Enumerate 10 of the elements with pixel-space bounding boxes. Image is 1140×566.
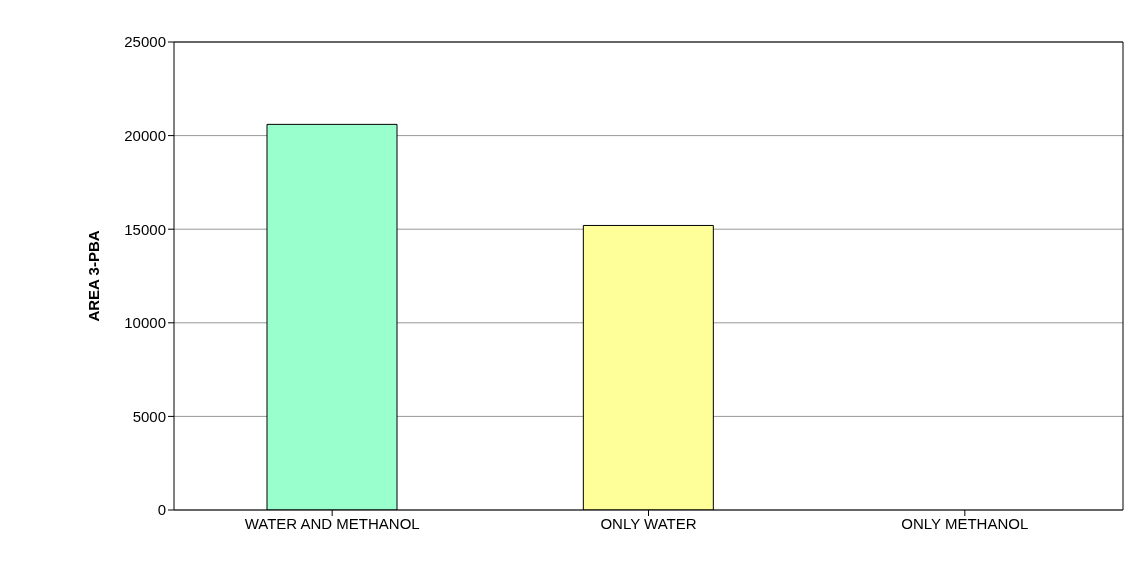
x-tick-label: WATER AND METHANOL: [244, 514, 420, 532]
y-axis-title: AREA 3-PBA: [85, 230, 103, 322]
y-tick-label: 25000: [124, 33, 166, 51]
x-tick-label: ONLY METHANOL: [901, 514, 1029, 532]
x-tick-label: ONLY WATER: [600, 514, 697, 532]
y-tick-label: 0: [157, 501, 166, 519]
y-tick-label: 5000: [132, 407, 166, 425]
y-tick-label: 10000: [124, 314, 166, 332]
y-tick-label: 15000: [124, 220, 166, 238]
y-tick-label: 20000: [124, 126, 166, 144]
